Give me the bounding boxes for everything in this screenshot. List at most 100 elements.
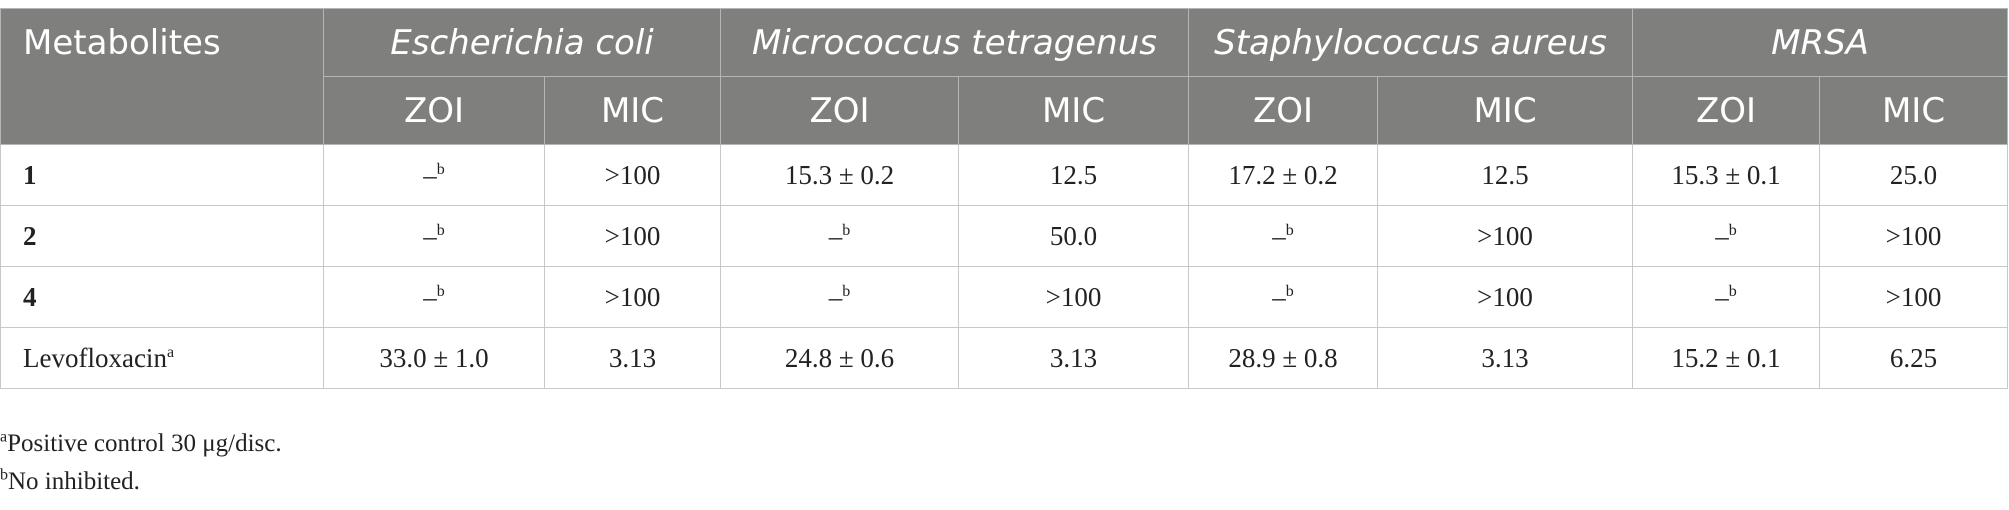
table-cell: –b [323, 205, 545, 267]
header-row: ZOI MIC ZOI MIC ZOI MIC ZOI MIC [1, 76, 2009, 145]
cell-text: 4 [23, 281, 37, 312]
sub-header: ZOI [1632, 76, 1821, 145]
cell-text: – [1272, 220, 1286, 251]
table-row: 2 –b >100 –b 50.0 –b >100 –b >100 [0, 205, 2009, 267]
table-row: Levofloxacina 33.0 ± 1.0 3.13 24.8 ± 0.6 3.1… [0, 327, 2009, 389]
cell-text: Levofloxacin [23, 342, 167, 373]
cell-text: 3.13 [608, 342, 657, 373]
cell-text: 17.2 ± 0.2 [1228, 159, 1338, 190]
superscript: b [436, 160, 445, 178]
table-head: Metabolites Escherichia coli Micrococcus … [0, 8, 2009, 145]
table-cell: >100 [1377, 205, 1634, 267]
table-cell: >100 [544, 205, 721, 267]
footnote-text: No inhibited. [8, 468, 140, 495]
cell-text: – [1715, 281, 1729, 312]
cell-text: >100 [1477, 220, 1533, 251]
cell-text: – [423, 281, 437, 312]
cell-text: >100 [604, 220, 661, 251]
table-row: 4 –b >100 –b >100 –b >100 –b >100 [0, 266, 2009, 328]
cell-text: – [423, 159, 437, 190]
superscript: b [436, 221, 445, 239]
table-cell: 50.0 [957, 205, 1190, 267]
cell-text: 15.2 ± 0.1 [1671, 342, 1781, 373]
group-header: Escherichia coli [323, 8, 721, 77]
cell-text: 25.0 [1889, 159, 1938, 190]
table-cell: 17.2 ± 0.2 [1188, 144, 1379, 206]
superscript: b [1728, 221, 1737, 239]
row-label: 4 [0, 266, 324, 328]
table-cell: 25.0 [1819, 144, 2009, 206]
sub-header: MIC [1377, 76, 1634, 145]
table-cell: 28.9 ± 0.8 [1188, 327, 1379, 389]
table-cell: 3.13 [1377, 327, 1634, 389]
table-cell: 24.8 ± 0.6 [720, 327, 959, 389]
cell-text: – [1272, 281, 1286, 312]
sub-header: ZOI [1188, 76, 1379, 145]
table-cell: 12.5 [1377, 144, 1634, 206]
header-row: Metabolites Escherichia coli Micrococcus … [0, 8, 2009, 145]
table-row: 1 –b >100 15.3 ± 0.2 12.5 17.2 ± 0.2 12.5 15.3 … [0, 144, 2009, 206]
table-cell: 15.2 ± 0.1 [1632, 327, 1821, 389]
cell-text: 28.9 ± 0.8 [1228, 342, 1338, 373]
table-cell: 15.3 ± 0.2 [720, 144, 959, 206]
table-cell: >100 [1377, 266, 1634, 328]
header-cell: Metabolites [0, 8, 324, 145]
table-cell: –b [720, 205, 959, 267]
superscript: b [842, 221, 851, 239]
cell-text: >100 [1885, 281, 1942, 312]
table-cell: >100 [1819, 205, 2009, 267]
table-cell: –b [323, 144, 545, 206]
cell-text: >100 [1045, 281, 1102, 312]
row-label: 2 [0, 205, 324, 267]
footnote: bNo inhibited. [0, 466, 140, 496]
group-header: Micrococcus tetragenus [719, 8, 1190, 77]
footnote: aPositive control 30 μg/disc. [0, 428, 282, 458]
sub-header: MIC [544, 76, 721, 145]
cell-text: >100 [604, 281, 661, 312]
sub-header: ZOI [720, 76, 959, 145]
table-body: 1 –b >100 15.3 ± 0.2 12.5 17.2 ± 0.2 12.5 15.3 … [0, 144, 2009, 389]
cell-text: 33.0 ± 1.0 [379, 342, 489, 373]
cell-text: 3.13 [1049, 342, 1098, 373]
sub-header: MIC [957, 76, 1190, 145]
cell-text: 15.3 ± 0.1 [1671, 159, 1781, 190]
superscript: b [842, 282, 851, 300]
superscript: a [166, 343, 175, 361]
cell-text: >100 [1477, 281, 1533, 312]
superscript: b [1728, 282, 1737, 300]
cell-text: 3.13 [1481, 342, 1529, 373]
cell-text: – [828, 281, 843, 312]
superscript: b [436, 282, 445, 300]
table-cell: 3.13 [957, 327, 1190, 389]
cell-text: >100 [604, 159, 661, 190]
superscript: b [1285, 282, 1294, 300]
group-header: Staphylococcus aureus [1188, 8, 1634, 77]
superscript: a [0, 428, 8, 446]
table-cell: –b [323, 266, 545, 328]
row-label: Levofloxacina [0, 327, 324, 389]
table-cell: –b [1188, 266, 1379, 328]
cell-text: 12.5 [1049, 159, 1098, 190]
group-header: MRSA [1632, 8, 2009, 77]
table-cell: –b [1632, 266, 1821, 328]
table-cell: >100 [1819, 266, 2009, 328]
cell-text: 6.25 [1889, 342, 1938, 373]
table-cell: 15.3 ± 0.1 [1632, 144, 1821, 206]
table-cell: –b [720, 266, 959, 328]
table-cell: >100 [544, 144, 721, 206]
sub-header: MIC [1819, 76, 2009, 145]
superscript: b [0, 466, 8, 484]
table-cell: 33.0 ± 1.0 [323, 327, 545, 389]
footnote-text: Positive control 30 μg/disc. [7, 430, 282, 457]
superscript: b [1285, 221, 1294, 239]
table-cell: –b [1632, 205, 1821, 267]
cell-text: – [828, 220, 843, 251]
cell-text: 50.0 [1049, 220, 1098, 251]
table-cell: 6.25 [1819, 327, 2009, 389]
table-cell: >100 [957, 266, 1190, 328]
cell-text: >100 [1885, 220, 1942, 251]
cell-text: 12.5 [1481, 159, 1529, 190]
row-label: 1 [0, 144, 324, 206]
cell-text: – [423, 220, 437, 251]
